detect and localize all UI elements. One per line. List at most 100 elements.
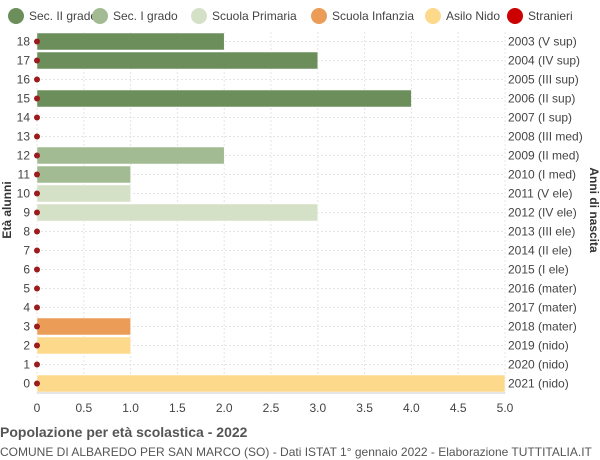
- stranieri-marker: [34, 38, 40, 45]
- bar: [36, 203, 319, 222]
- legend-item: Scuola Primaria: [191, 8, 297, 24]
- birth-year-tick-label: 2014 (II ele): [508, 244, 572, 258]
- birth-year-tick-label: 2012 (IV ele): [508, 206, 577, 220]
- legend-label: Sec. I grado: [113, 9, 178, 23]
- bar: [36, 336, 131, 355]
- bar: [36, 317, 131, 336]
- legend-item: Scuola Infanzia: [311, 8, 414, 24]
- y-axis-label-left: Età alunni: [0, 181, 14, 238]
- stranieri-marker: [34, 304, 40, 311]
- legend-label: Asilo Nido: [446, 9, 500, 23]
- birth-year-tick-label: 2015 (I ele): [508, 263, 569, 277]
- bar: [36, 51, 319, 70]
- stranieri-marker: [34, 266, 40, 273]
- age-tick-label: 4: [23, 301, 30, 315]
- birth-year-tick-label: 2020 (nido): [508, 358, 569, 372]
- age-tick-label: 7: [23, 244, 30, 258]
- age-tick-label: 13: [17, 130, 31, 144]
- chart-title: Popolazione per età scolastica - 2022: [0, 424, 248, 440]
- legend-swatch: [92, 8, 108, 24]
- age-tick-label: 12: [17, 149, 31, 163]
- birth-year-tick-label: 2006 (II sup): [508, 92, 575, 106]
- age-tick-label: 11: [18, 168, 31, 182]
- legend-item: Stranieri: [507, 8, 573, 24]
- y-axis-label-right: Anni di nascita: [587, 167, 600, 253]
- x-tick-label: 2.0: [216, 401, 233, 415]
- stranieri-marker: [34, 57, 40, 64]
- age-tick-label: 8: [23, 225, 30, 239]
- legend-swatch: [425, 8, 441, 24]
- stranieri-marker: [34, 228, 40, 235]
- stranieri-marker: [34, 171, 40, 178]
- legend-item: Sec. I grado: [92, 8, 178, 24]
- stranieri-marker: [34, 190, 40, 197]
- legend-item: Asilo Nido: [425, 8, 500, 24]
- birth-year-tick-label: 2011 (V ele): [508, 187, 572, 201]
- birth-year-tick-label: 2019 (nido): [508, 339, 569, 353]
- birth-year-tick-label: 2008 (III med): [508, 130, 583, 144]
- stranieri-marker: [34, 380, 40, 387]
- chart-subtitle: COMUNE DI ALBAREDO PER SAN MARCO (SO) - …: [0, 445, 592, 459]
- x-tick-label: 4.0: [403, 401, 420, 415]
- x-tick-label: 1.5: [169, 401, 186, 415]
- stranieri-markers: [34, 38, 40, 387]
- age-tick-label: 10: [17, 187, 31, 201]
- age-tick-label: 9: [23, 206, 30, 220]
- birth-year-tick-label: 2018 (mater): [508, 320, 577, 334]
- age-tick-label: 16: [17, 73, 31, 87]
- x-tick-label: 5.0: [497, 401, 514, 415]
- stranieri-marker: [34, 342, 40, 349]
- birth-year-tick-label: 2010 (I med): [508, 168, 576, 182]
- stranieri-marker: [34, 209, 40, 216]
- birth-year-tick-label: 2021 (nido): [508, 377, 569, 391]
- birth-year-axis: 2003 (V sup) 2004 (IV sup) 2005 (III sup) 2…: [508, 35, 583, 391]
- age-tick-label: 2: [23, 339, 30, 353]
- x-tick-label: 3.0: [309, 401, 326, 415]
- bar: [36, 146, 225, 165]
- school-age-chart: Sec. II grado Sec. I grado Scuola Primaria…: [0, 8, 600, 415]
- birth-year-tick-label: 2017 (mater): [508, 301, 577, 315]
- birth-year-tick-label: 2005 (III sup): [508, 73, 579, 87]
- age-tick-label: 1: [23, 358, 30, 372]
- age-tick-label: 0: [23, 377, 30, 391]
- age-tick-label: 17: [17, 54, 31, 68]
- stranieri-marker: [34, 152, 40, 159]
- x-tick-label: 4.5: [450, 401, 467, 415]
- birth-year-tick-label: 2013 (III ele): [508, 225, 575, 239]
- age-tick-label: 18: [17, 35, 31, 49]
- legend-item: Sec. II grado: [8, 8, 97, 24]
- legend-swatch: [311, 8, 327, 24]
- stranieri-marker: [34, 114, 40, 121]
- birth-year-tick-label: 2009 (II med): [508, 149, 579, 163]
- age-tick-label: 5: [23, 282, 30, 296]
- bar: [36, 374, 506, 393]
- age-tick-label: 3: [23, 320, 30, 334]
- legend-label: Stranieri: [528, 9, 573, 23]
- legend-label: Scuola Infanzia: [332, 9, 414, 23]
- x-axis: 0 0.5 1.0 1.5 2.0 2.5 3.0 3.5 4.0 4.5 5.0: [34, 392, 514, 415]
- stranieri-marker: [34, 285, 40, 292]
- birth-year-tick-label: 2004 (IV sup): [508, 54, 580, 68]
- birth-year-tick-label: 2016 (mater): [508, 282, 577, 296]
- bar: [36, 184, 131, 203]
- bar: [36, 32, 225, 51]
- x-tick-label: 1.0: [122, 401, 139, 415]
- stranieri-marker: [34, 323, 40, 330]
- legend-swatch: [507, 8, 523, 24]
- stranieri-marker: [34, 247, 40, 254]
- birth-year-tick-label: 2003 (V sup): [508, 35, 577, 49]
- x-tick-label: 0.5: [75, 401, 92, 415]
- x-tick-label: 0: [34, 401, 41, 415]
- age-tick-label: 15: [17, 92, 31, 106]
- legend-label: Sec. II grado: [29, 9, 97, 23]
- bar: [36, 165, 131, 184]
- legend-swatch: [8, 8, 24, 24]
- bar: [36, 89, 412, 108]
- age-tick-label: 6: [23, 263, 30, 277]
- chart-legend: Sec. II grado Sec. I grado Scuola Primaria…: [8, 8, 573, 24]
- x-tick-label: 3.5: [356, 401, 373, 415]
- legend-label: Scuola Primaria: [212, 9, 297, 23]
- age-tick-label: 14: [17, 111, 31, 125]
- stranieri-marker: [34, 95, 40, 102]
